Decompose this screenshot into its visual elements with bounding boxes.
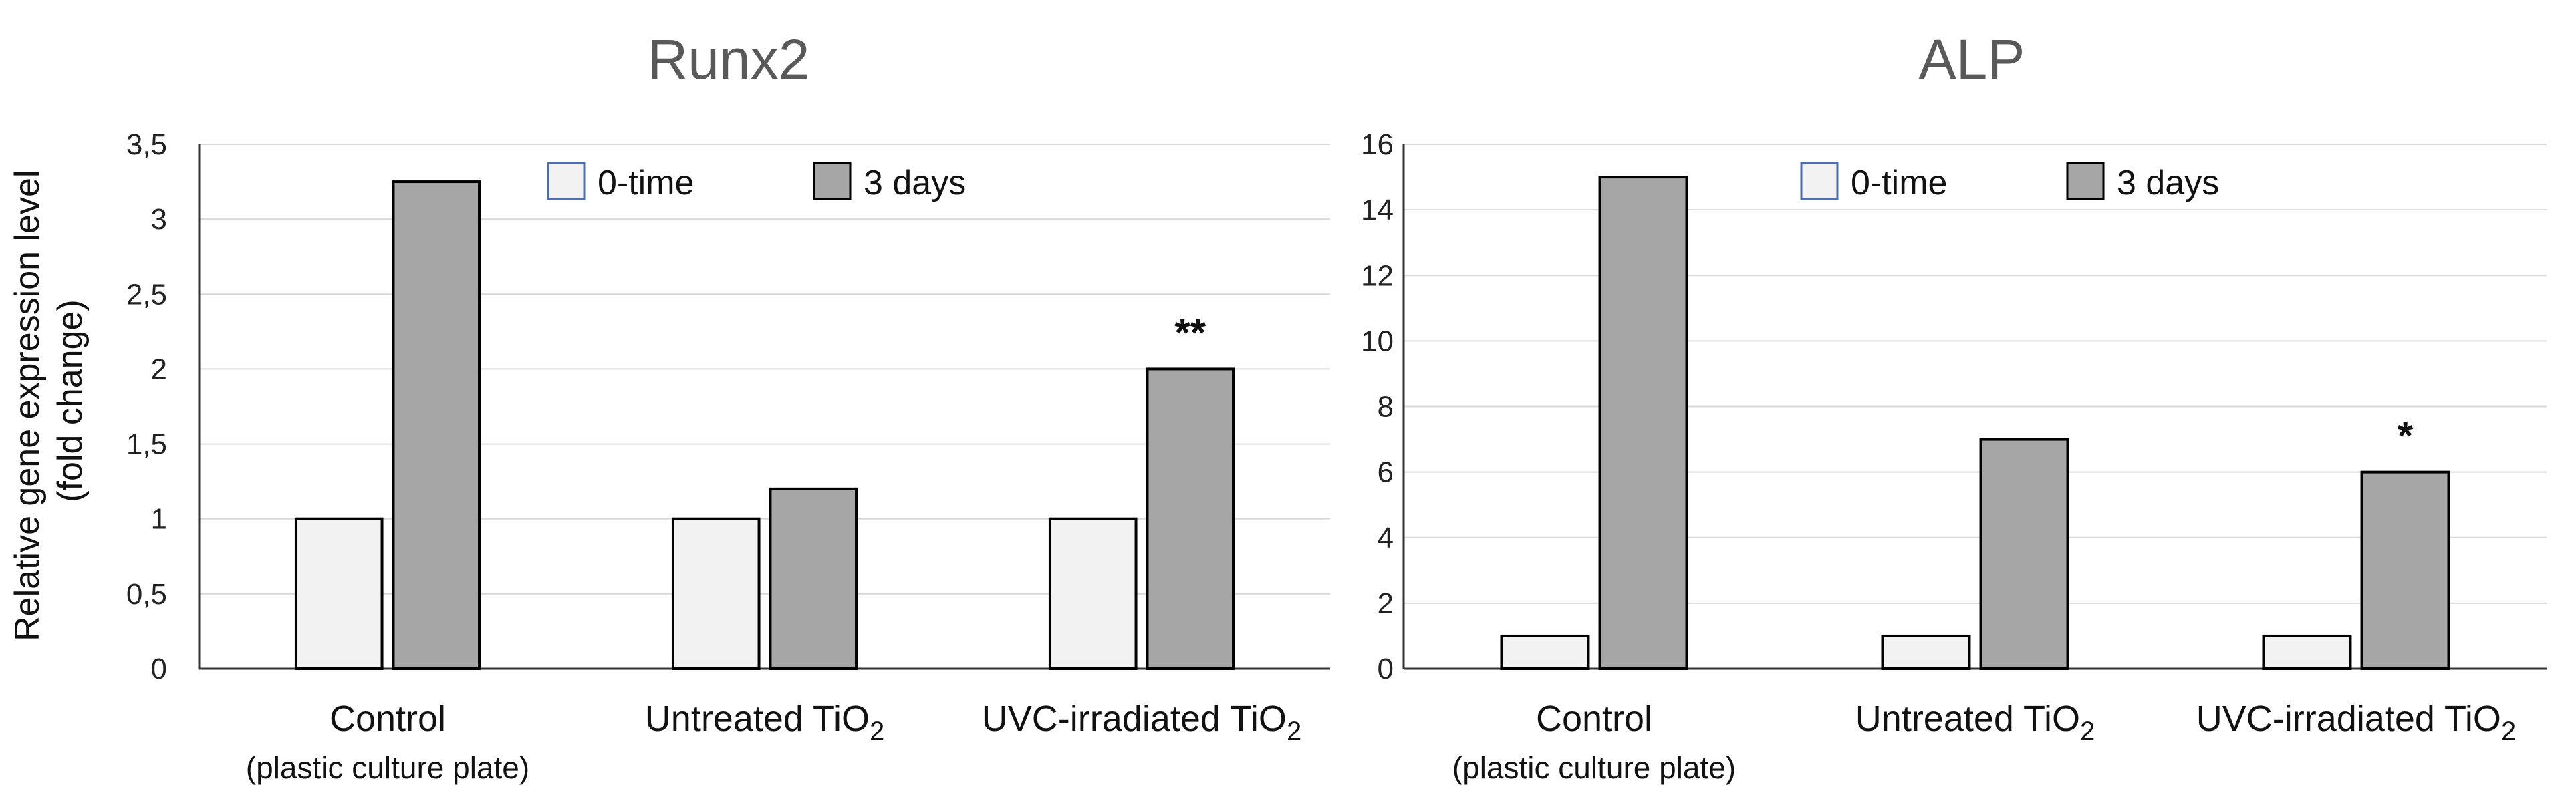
y-tick-label: 2 bbox=[151, 353, 167, 385]
y-axis-label: Relative gene expression level (fold cha… bbox=[8, 160, 90, 641]
alp-chart: ALP 0 2 4 6 8 10 12 14 16 Control (plastic culture … bbox=[1361, 28, 2547, 785]
bar-0-time-3 bbox=[2262, 634, 2352, 670]
legend: 0-time 3 days bbox=[1800, 162, 2219, 202]
bar-0-time-1 bbox=[1500, 634, 1590, 670]
y-tick-label: 10 bbox=[1361, 325, 1394, 357]
chart-title: ALP bbox=[1919, 28, 2025, 91]
y-tick-label: 16 bbox=[1361, 128, 1394, 161]
bar-3-days-3 bbox=[2360, 470, 2450, 670]
y-tick-label: 4 bbox=[1378, 522, 1394, 554]
bar-3-days-2 bbox=[769, 487, 858, 670]
legend: 0-time 3 days bbox=[547, 162, 966, 202]
significance-marker: * bbox=[2398, 414, 2414, 458]
legend-label-3-days: 3 days bbox=[2117, 164, 2219, 202]
category-label: UVC-irradiated TiO2 bbox=[2196, 699, 2516, 746]
y-tick-label: 2 bbox=[1378, 587, 1394, 620]
category-label: Untreated TiO2 bbox=[645, 699, 884, 746]
category-sublabel: (plastic culture plate) bbox=[1452, 750, 1736, 785]
y-axis-label-line1: Relative gene expression level bbox=[8, 170, 47, 641]
y-tick-label: 6 bbox=[1378, 456, 1394, 489]
bar-3-days-3 bbox=[1146, 367, 1235, 671]
category-label: Control bbox=[1536, 699, 1652, 739]
runx2-chart: Runx2 0 0,5 1 1,5 2 2,5 3 3,5 Control (plastic cul… bbox=[126, 28, 1330, 785]
y-tick-label: 2,5 bbox=[126, 278, 167, 311]
y-tick-label: 12 bbox=[1361, 259, 1394, 292]
legend-swatch-0-time bbox=[547, 162, 586, 200]
category-label: UVC-irradiated TiO2 bbox=[982, 699, 1301, 746]
chart-title: Runx2 bbox=[648, 28, 810, 91]
y-tick-label: 3 bbox=[151, 203, 167, 236]
y-tick-label: 0,5 bbox=[126, 578, 167, 611]
bar-0-time-3 bbox=[1048, 517, 1138, 671]
significance-marker: ** bbox=[1174, 310, 1206, 355]
legend-swatch-3-days bbox=[2066, 162, 2105, 200]
y-tick-label: 0 bbox=[151, 653, 167, 685]
legend-label-0-time: 0-time bbox=[598, 164, 694, 202]
y-tick-label: 1 bbox=[151, 503, 167, 536]
y-tick-label: 14 bbox=[1361, 194, 1394, 226]
legend-swatch-3-days bbox=[813, 162, 852, 200]
bar-3-days-1 bbox=[392, 180, 481, 671]
bar-0-time-1 bbox=[294, 517, 384, 671]
legend-swatch-0-time bbox=[1800, 162, 1839, 200]
y-axis-label-line2: (fold change) bbox=[51, 299, 90, 502]
category-label: Untreated TiO2 bbox=[1855, 699, 2095, 746]
category-label: Control bbox=[330, 699, 446, 739]
y-tick-label: 0 bbox=[1378, 653, 1394, 685]
y-tick-label: 8 bbox=[1378, 391, 1394, 424]
category-sublabel: (plastic culture plate) bbox=[246, 750, 529, 785]
bar-3-days-1 bbox=[1598, 176, 1688, 670]
bar-0-time-2 bbox=[1881, 634, 1971, 670]
y-tick-label: 1,5 bbox=[126, 428, 167, 461]
legend-label-3-days: 3 days bbox=[864, 164, 966, 202]
y-tick-label: 3,5 bbox=[126, 128, 167, 161]
bar-3-days-2 bbox=[1979, 438, 2069, 670]
legend-label-0-time: 0-time bbox=[1851, 164, 1947, 202]
bar-0-time-2 bbox=[671, 517, 761, 671]
